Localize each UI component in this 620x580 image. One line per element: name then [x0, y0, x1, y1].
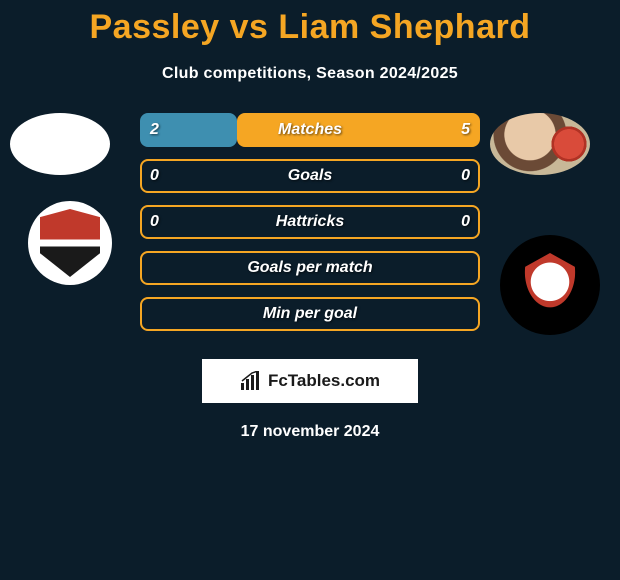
brand-box[interactable]: FcTables.com — [202, 359, 418, 403]
bar-right-segment — [237, 113, 480, 147]
player-right-avatar — [490, 113, 590, 175]
club-badge-right — [500, 235, 600, 335]
stat-value-left: 0 — [150, 213, 159, 231]
brand-text: FcTables.com — [268, 371, 380, 391]
stat-label: Hattricks — [276, 213, 344, 231]
stat-label: Min per goal — [263, 305, 357, 323]
stat-row: Min per goal — [140, 297, 480, 331]
stat-value-right: 0 — [461, 213, 470, 231]
stat-row: 0 Hattricks 0 — [140, 205, 480, 239]
stat-row: 0 Goals 0 — [140, 159, 480, 193]
subtitle: Club competitions, Season 2024/2025 — [0, 65, 620, 83]
comparison-content: 2 Matches 5 0 Goals 0 0 Hattricks 0 Goal… — [0, 113, 620, 353]
stat-bars: 2 Matches 5 0 Goals 0 0 Hattricks 0 Goal… — [140, 113, 480, 343]
stat-label: Goals per match — [247, 259, 372, 277]
date-line: 17 november 2024 — [0, 423, 620, 441]
stat-value-left: 2 — [150, 121, 159, 139]
stat-value-right: 5 — [461, 121, 470, 139]
stat-row: 2 Matches 5 — [140, 113, 480, 147]
page-title: Passley vs Liam Shephard — [0, 0, 620, 47]
stat-label: Matches — [278, 121, 342, 139]
stat-row: Goals per match — [140, 251, 480, 285]
player-left-avatar — [10, 113, 110, 175]
chart-icon — [240, 371, 262, 391]
club-badge-left — [28, 201, 112, 285]
stat-value-left: 0 — [150, 167, 159, 185]
stat-label: Goals — [288, 167, 332, 185]
stat-value-right: 0 — [461, 167, 470, 185]
